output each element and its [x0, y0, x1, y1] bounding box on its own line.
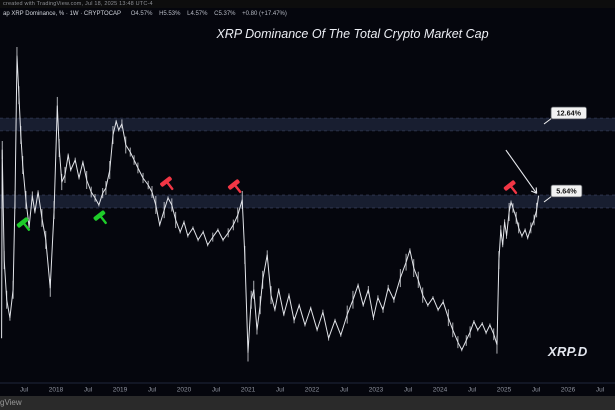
ohlc-open: O4.57% — [130, 11, 153, 17]
hammer-head — [227, 179, 240, 190]
snapshot-note: created with TradingView.com, Jul 18, 20… — [3, 1, 153, 7]
price-label-pointer — [543, 117, 553, 125]
price-label-pointer — [543, 195, 553, 203]
hammer-marker-red[interactable] — [503, 180, 521, 198]
tradingview-watermark-partial: gView — [0, 398, 22, 407]
time-axis-label: 2026 — [561, 387, 576, 394]
time-axis-label: 2025 — [497, 387, 512, 394]
time-axis-label: Jul — [276, 387, 285, 394]
time-axis-label: Jul — [404, 387, 413, 394]
supply-zone[interactable] — [0, 118, 615, 131]
hammer-marker-red[interactable] — [159, 176, 177, 194]
price-level-label: 5.64% — [556, 187, 577, 196]
price-level-label-box[interactable] — [550, 184, 583, 198]
ohlc-close: C5.37% — [214, 11, 236, 17]
hammer-head — [160, 176, 172, 187]
ohlc-high: H5.53% — [159, 11, 181, 17]
time-axis-label: Jul — [596, 387, 605, 394]
time-axis-label: Jul — [340, 387, 349, 394]
hammer-handle — [234, 184, 242, 194]
time-axis-label: 2022 — [305, 387, 320, 394]
bottom-bar: gView — [0, 396, 615, 410]
time-axis-label: 2020 — [177, 387, 192, 394]
time-axis-label: 2019 — [113, 387, 128, 394]
hammer-marker-green[interactable] — [16, 217, 34, 235]
time-axis-label: Jul — [468, 387, 477, 394]
hammer-handle — [23, 222, 31, 231]
hammer-head — [16, 217, 29, 228]
time-axis[interactable] — [0, 383, 615, 396]
supply-zone[interactable] — [0, 195, 615, 209]
time-axis-label: 2024 — [433, 387, 448, 394]
symbol-watermark: XRP.D — [548, 344, 588, 359]
hammer-marker-green[interactable] — [93, 210, 111, 228]
ohlc-change: +0.80 (+17.47%) — [242, 11, 287, 17]
price-series — [1, 55, 540, 353]
time-axis-label: Jul — [84, 387, 93, 394]
price-chart-canvas[interactable]: 12.64% 5.64% Jul 2018 Jul 2019 Jul 2020 Jul 2021 J… — [0, 0, 615, 396]
time-axis-label: 2018 — [49, 387, 64, 394]
hammer-head — [93, 210, 106, 221]
hammer-handle — [100, 215, 107, 225]
price-level-label: 12.64% — [557, 109, 582, 118]
symbol-info-row: ap XRP Dominance, % · 1W · CRYPTOCAP O4.… — [3, 9, 615, 19]
time-axis-label: Jul — [532, 387, 541, 394]
annotation-arrow[interactable] — [505, 149, 538, 194]
time-axis-label: 2021 — [241, 387, 256, 394]
ohlc-low: L4.57% — [187, 11, 208, 17]
hammer-marker-red[interactable] — [227, 179, 245, 197]
time-axis-label: Jul — [20, 387, 29, 394]
symbol-title[interactable]: ap XRP Dominance, % · 1W · CRYPTOCAP — [3, 11, 122, 17]
annotation-arrowhead — [530, 190, 537, 194]
time-axis-label: Jul — [148, 387, 157, 394]
time-axis-label: Jul — [212, 387, 221, 394]
chart-title: XRP Dominance Of The Total Crypto Market… — [216, 27, 489, 41]
time-axis-label: 2023 — [369, 387, 384, 394]
price-level-label-box[interactable] — [550, 106, 587, 120]
hammer-head — [503, 180, 516, 191]
hammer-handle — [166, 181, 174, 191]
snapshot-header-bar: created with TradingView.com, Jul 18, 20… — [0, 0, 615, 8]
hammer-handle — [510, 185, 518, 195]
